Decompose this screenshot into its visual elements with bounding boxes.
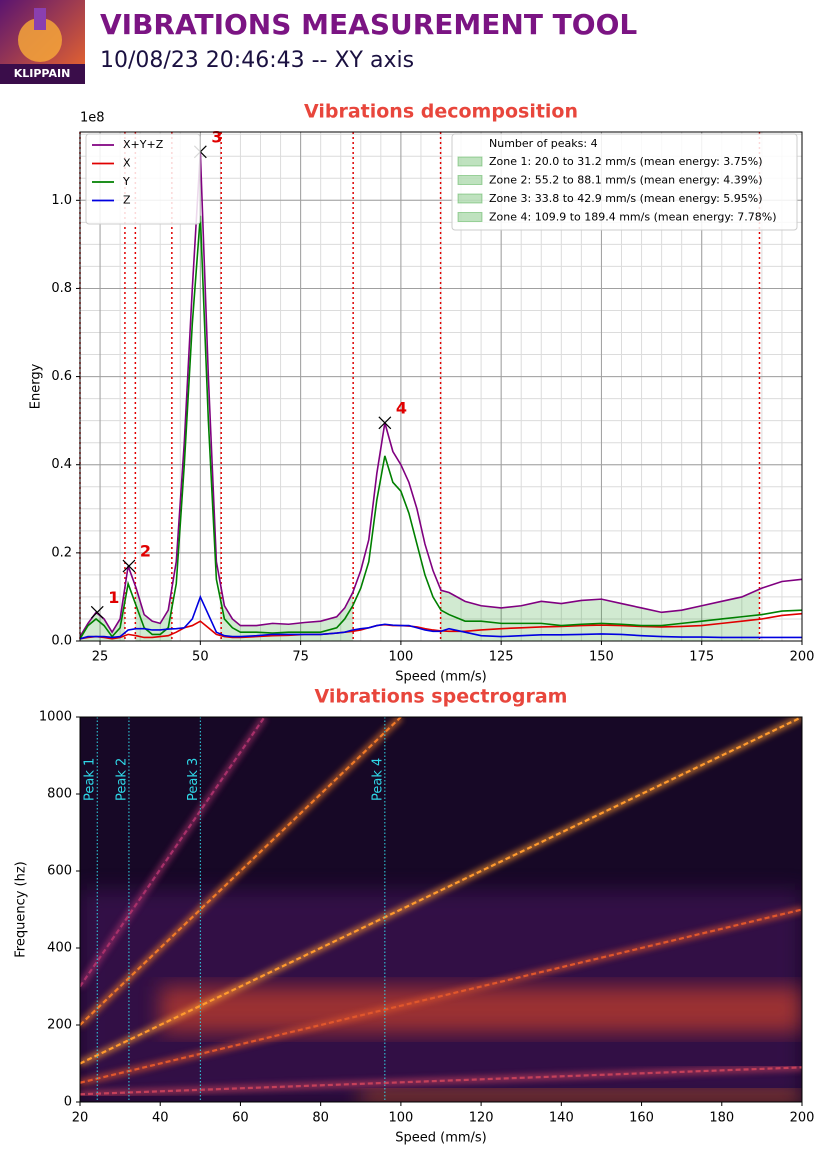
peak-marker (90, 605, 104, 619)
y-tick-label: 600 (47, 864, 72, 879)
series-line (79, 594, 802, 640)
energy-band (160, 986, 802, 1033)
peak-label: 4 (396, 398, 407, 417)
x-tick-label: 200 (790, 1111, 815, 1126)
x-tick-label: 20 (72, 1111, 89, 1126)
legend-box (85, 133, 201, 225)
plot-frame (79, 716, 803, 1103)
x-tick-label: 75 (292, 650, 309, 665)
peak-label: Peak 2 (114, 758, 129, 801)
x-tick-label: 100 (388, 650, 413, 665)
peak-label: Peak 1 (83, 758, 98, 801)
x-tick-label: 100 (388, 1111, 413, 1126)
x-tick-label: 140 (549, 1111, 574, 1126)
legend-label: Y (122, 175, 130, 188)
legend-swatch (457, 212, 483, 222)
x-tick-label: 25 (92, 650, 109, 665)
plot-frame (79, 131, 803, 642)
x-tick-label: 200 (790, 650, 815, 665)
peak-label: Peak 4 (370, 758, 385, 801)
x-tick-label: 120 (469, 1111, 494, 1126)
x-tick-label: 125 (489, 650, 514, 665)
legend-label: Z (123, 194, 131, 207)
x-axis-label: Speed (mm/s) (395, 670, 487, 685)
series-line (79, 612, 803, 640)
legend-label: Zone 4: 109.9 to 189.4 mm/s (mean energy… (489, 211, 777, 224)
zone-area (221, 588, 354, 641)
x-tick-label: 40 (152, 1111, 169, 1126)
series-line (79, 215, 803, 640)
page-subtitle: 10/08/23 20:46:43 -- XY axis (100, 48, 414, 73)
y-axis-label: Frequency (hz) (14, 861, 29, 958)
legend-box (451, 133, 798, 231)
y-tick-label: 0.6 (51, 369, 72, 384)
legend-label: Zone 3: 33.8 to 42.9 mm/s (mean energy: … (489, 192, 763, 205)
legend-swatch (457, 156, 483, 167)
y-tick-label: 400 (47, 941, 72, 956)
x-tick-label: 150 (589, 650, 614, 665)
legend-label: Zone 1: 20.0 to 31.2 mm/s (mean energy: … (489, 155, 763, 168)
x-tick-label: 80 (312, 1111, 329, 1126)
logo: KLIPPAIN (0, 0, 85, 84)
peak-marker (122, 559, 136, 573)
ridge (80, 717, 802, 1065)
series-line (79, 151, 803, 638)
y-tick-label: 0 (64, 1095, 72, 1110)
peak-label: 3 (211, 127, 222, 146)
x-tick-label: 60 (232, 1111, 249, 1126)
logo-text: KLIPPAIN (14, 67, 71, 80)
y-tick-label: 800 (47, 787, 72, 802)
y-axis-label: Energy (29, 363, 44, 409)
chart-title: Vibrations spectrogram (315, 686, 568, 708)
y-tick-label: 0.8 (51, 281, 72, 296)
y-tick-label: 1000 (39, 710, 72, 725)
zone-area (80, 587, 125, 641)
x-tick-label: 160 (629, 1111, 654, 1126)
x-tick-label: 180 (709, 1111, 734, 1126)
legend-swatch (457, 193, 483, 204)
y-tick-label: 200 (47, 1018, 72, 1033)
chart-title: Vibrations decomposition (304, 101, 578, 123)
peak-label: 1 (108, 588, 119, 607)
legend-label: Number of peaks: 4 (489, 137, 598, 150)
ridge (80, 717, 402, 1026)
y-tick-label: 0.4 (51, 457, 72, 472)
x-tick-label: 175 (689, 650, 714, 665)
x-tick-label: 50 (192, 650, 209, 665)
ridge (80, 1066, 802, 1096)
peak-label: 2 (140, 542, 151, 561)
y-tick-label: 0.0 (51, 634, 72, 649)
y-tick-label: 0.2 (51, 545, 72, 560)
y-tick-label: 1.0 (51, 193, 72, 208)
legend-label: Zone 2: 55.2 to 88.1 mm/s (mean energy: … (489, 174, 763, 187)
legend-swatch (457, 175, 483, 185)
page-title: VIBRATIONS MEASUREMENT TOOL (100, 8, 637, 41)
axis-offset-label: 1e8 (80, 111, 105, 126)
peak-marker (378, 416, 392, 430)
x-axis-label: Speed (mm/s) (395, 1131, 487, 1146)
peak-label: Peak 3 (186, 758, 201, 801)
energy-band (360, 1090, 802, 1102)
ridge (80, 717, 266, 988)
legend-label: X (123, 157, 131, 170)
legend-label: X+Y+Z (123, 138, 164, 151)
